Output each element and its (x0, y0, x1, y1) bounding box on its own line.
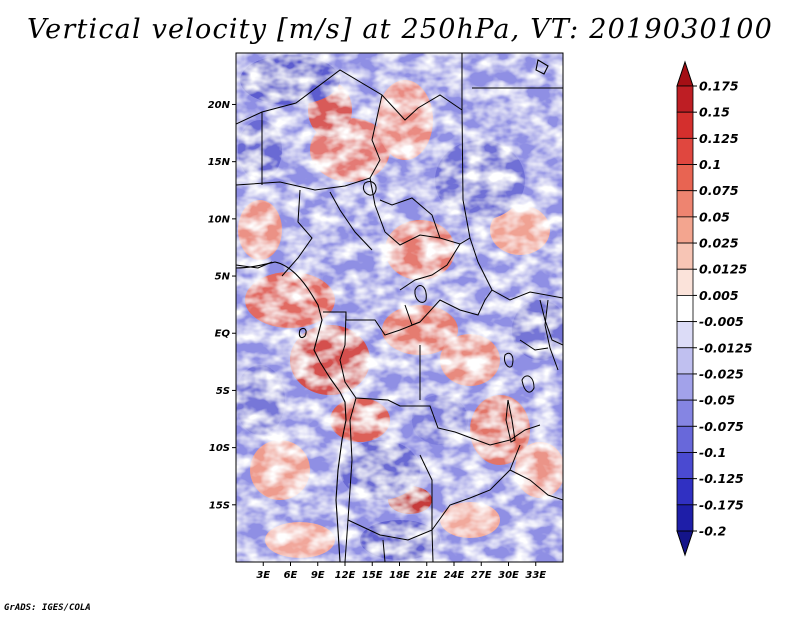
lon-tick-label: 24E (444, 570, 465, 581)
colorbar-swatch (676, 242, 694, 270)
colorbar-label: 0.125 (699, 131, 739, 146)
country-borders (236, 53, 563, 562)
colorbar-swatch (676, 137, 694, 165)
colorbar-label: -0.0125 (699, 340, 753, 355)
lon-tick-label: 15E (362, 570, 383, 581)
colorbar-label: -0.1 (699, 445, 726, 460)
colorbar-label: 0.175 (699, 79, 739, 94)
colorbar-label: -0.075 (699, 419, 744, 434)
colorbar-label: 0.0125 (699, 262, 748, 277)
colorbar-swatch (676, 164, 694, 192)
lon-tick-label: 9E (311, 570, 325, 581)
colorbar-swatch (676, 268, 694, 296)
colorbar-swatch (676, 85, 694, 113)
vertical-velocity-field (236, 53, 563, 562)
colorbar-bottom-arrow (676, 530, 694, 557)
lat-tick-label: 20N (208, 100, 231, 111)
colorbar-label: -0.125 (699, 471, 744, 486)
colorbar-label: 0.005 (699, 288, 739, 303)
lakes (362, 180, 535, 443)
lat-tick-label: 5S (216, 386, 230, 397)
colorbar-label: 0.15 (699, 105, 730, 120)
lon-tick-label: 33E (525, 570, 546, 581)
grads-credit: GrADS: IGES/COLA (4, 603, 91, 613)
lon-tick-label: 21E (416, 570, 437, 581)
lat-tick-label: 15S (209, 500, 230, 511)
lon-tick-label: 30E (498, 570, 519, 581)
colorbar-label: -0.05 (699, 393, 735, 408)
colorbar-swatch (676, 504, 694, 532)
lon-tick-label: 12E (335, 570, 356, 581)
map-title: Vertical velocity [m/s] at 250hPa, VT: 2… (26, 14, 774, 45)
colorbar-swatch (676, 295, 694, 322)
lon-tick-label: 6E (284, 570, 298, 581)
lon-tick-label: 18E (389, 570, 410, 581)
lon-tick-label: 3E (256, 570, 270, 581)
colorbar-swatch (676, 452, 694, 480)
colorbar-label: -0.005 (699, 314, 744, 329)
colorbar-label: -0.2 (699, 524, 726, 539)
colorbar-label: 0.05 (699, 209, 730, 224)
longitude-axis: 3E 6E 9E 12E 15E 18E 21E 24E 27E 30E 33E (256, 562, 546, 581)
east-coast (544, 299, 559, 371)
colorbar-swatch (676, 399, 694, 427)
colorbar-swatch (676, 216, 694, 244)
lat-tick-label: EQ (215, 329, 231, 340)
colorbar: 0.175 0.15 0.125 0.1 0.075 0.05 0.025 0.0125 0.0… (676, 60, 753, 557)
colorbar-label: 0.1 (699, 157, 721, 172)
lat-tick-label: 5N (215, 272, 231, 283)
colorbar-top-arrow (676, 60, 694, 87)
map-area (236, 53, 563, 562)
colorbar-swatch (676, 478, 694, 506)
colorbar-label: -0.025 (699, 366, 744, 381)
colorbar-label: 0.075 (699, 183, 739, 198)
lat-tick-label: 10N (208, 214, 231, 225)
colorbar-swatch (676, 425, 694, 453)
colorbar-swatch (676, 111, 694, 139)
colorbar-label: -0.175 (699, 497, 744, 512)
lat-tick-label: 15N (208, 157, 231, 168)
colorbar-label: 0.025 (699, 236, 739, 251)
colorbar-swatch (676, 321, 694, 349)
coastline (236, 59, 549, 562)
colorbar-swatch (676, 347, 694, 375)
colorbar-swatch (676, 190, 694, 218)
colorbar-swatch (676, 373, 694, 401)
lat-tick-label: 10S (209, 443, 230, 454)
latitude-axis: 20N 15N 10N 5N EQ 5S 10S 15S (208, 100, 236, 511)
lon-tick-label: 27E (471, 570, 492, 581)
